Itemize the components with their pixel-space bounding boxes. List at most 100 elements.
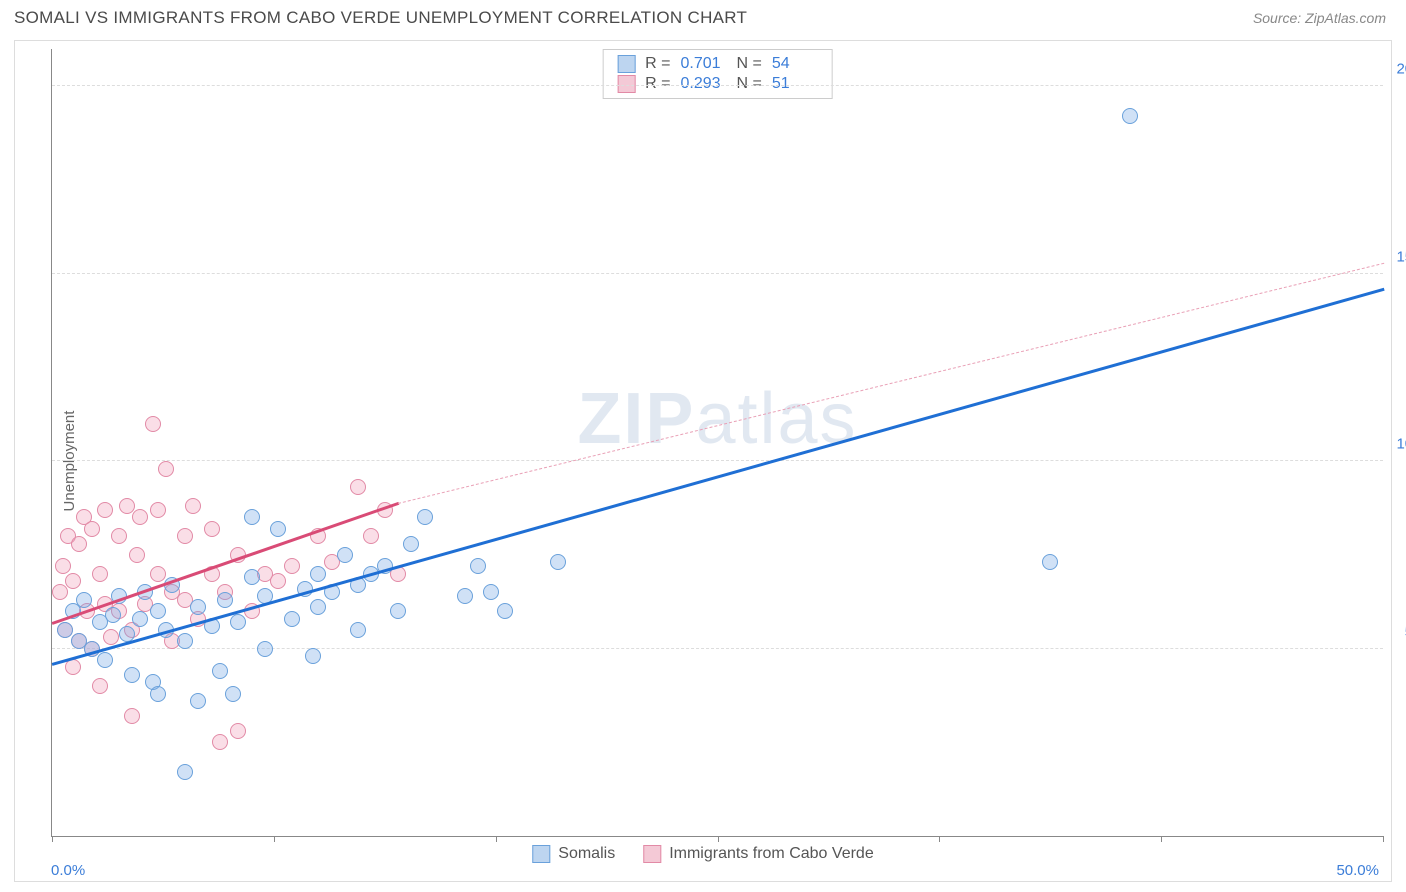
data-point: [177, 764, 193, 780]
data-point: [129, 547, 145, 563]
x-tick: [939, 836, 940, 842]
data-point: [212, 663, 228, 679]
data-point: [310, 599, 326, 615]
r-label: R =: [645, 75, 670, 93]
data-point: [497, 603, 513, 619]
x-tick: [718, 836, 719, 842]
chart-container: Unemployment ZIPatlas R = 0.701 N = 54 R…: [14, 40, 1392, 882]
legend-label-somalis: Somalis: [558, 845, 615, 863]
data-point: [65, 573, 81, 589]
legend-item-cabo-verde: Immigrants from Cabo Verde: [643, 845, 874, 863]
data-point: [177, 528, 193, 544]
swatch-cabo-verde: [617, 75, 635, 93]
x-tick: [496, 836, 497, 842]
data-point: [150, 686, 166, 702]
r-label: R =: [645, 55, 670, 73]
watermark-atlas: atlas: [695, 379, 857, 459]
chart-header: SOMALI VS IMMIGRANTS FROM CABO VERDE UNE…: [0, 0, 1406, 32]
watermark-zip: ZIP: [577, 379, 695, 459]
data-point: [284, 611, 300, 627]
data-point: [177, 633, 193, 649]
data-point: [158, 461, 174, 477]
n-label: N =: [737, 75, 762, 93]
swatch-somalis: [617, 55, 635, 73]
data-point: [225, 686, 241, 702]
legend-label-cabo-verde: Immigrants from Cabo Verde: [669, 845, 874, 863]
r-value-cabo-verde: 0.293: [681, 75, 727, 93]
data-point: [1122, 108, 1138, 124]
data-point: [150, 502, 166, 518]
legend-stats-row-somalis: R = 0.701 N = 54: [617, 54, 818, 74]
plot-area: ZIPatlas R = 0.701 N = 54 R = 0.293 N = …: [51, 49, 1383, 837]
data-point: [270, 573, 286, 589]
data-point: [363, 528, 379, 544]
data-point: [350, 479, 366, 495]
x-tick: [1161, 836, 1162, 842]
data-point: [105, 607, 121, 623]
data-point: [305, 648, 321, 664]
data-point: [483, 584, 499, 600]
data-point: [310, 566, 326, 582]
data-point: [417, 509, 433, 525]
data-point: [204, 521, 220, 537]
swatch-somalis: [532, 845, 550, 863]
x-tick: [1383, 836, 1384, 842]
r-value-somalis: 0.701: [681, 55, 727, 73]
data-point: [65, 659, 81, 675]
n-label: N =: [737, 55, 762, 73]
data-point: [71, 536, 87, 552]
data-point: [230, 723, 246, 739]
data-point: [185, 498, 201, 514]
data-point: [57, 622, 73, 638]
swatch-cabo-verde: [643, 845, 661, 863]
source-attribution: Source: ZipAtlas.com: [1253, 10, 1386, 26]
gridline: [52, 460, 1383, 461]
n-value-cabo-verde: 51: [772, 75, 818, 93]
trend-line: [398, 263, 1384, 504]
data-point: [550, 554, 566, 570]
data-point: [244, 569, 260, 585]
data-point: [244, 509, 260, 525]
data-point: [132, 509, 148, 525]
legend-stats-row-cabo-verde: R = 0.293 N = 51: [617, 74, 818, 94]
x-axis-min-label: 0.0%: [51, 862, 85, 879]
data-point: [217, 592, 233, 608]
y-tick-label: 10.0%: [1396, 436, 1406, 453]
data-point: [403, 536, 419, 552]
data-point: [350, 622, 366, 638]
data-point: [190, 693, 206, 709]
x-tick: [274, 836, 275, 842]
data-point: [190, 599, 206, 615]
data-point: [119, 498, 135, 514]
data-point: [52, 584, 68, 600]
data-point: [111, 528, 127, 544]
data-point: [1042, 554, 1058, 570]
data-point: [390, 603, 406, 619]
trend-line: [52, 288, 1385, 666]
data-point: [212, 734, 228, 750]
data-point: [257, 641, 273, 657]
y-tick-label: 15.0%: [1396, 248, 1406, 265]
gridline: [52, 648, 1383, 649]
data-point: [270, 521, 286, 537]
data-point: [55, 558, 71, 574]
n-value-somalis: 54: [772, 55, 818, 73]
gridline: [52, 273, 1383, 274]
legend-stats-box: R = 0.701 N = 54 R = 0.293 N = 51: [602, 49, 833, 99]
data-point: [76, 592, 92, 608]
x-tick: [52, 836, 53, 842]
data-point: [92, 566, 108, 582]
data-point: [124, 667, 140, 683]
data-point: [103, 629, 119, 645]
data-point: [150, 566, 166, 582]
data-point: [470, 558, 486, 574]
data-point: [124, 708, 140, 724]
data-point: [97, 502, 113, 518]
x-axis-max-label: 50.0%: [1336, 862, 1379, 879]
data-point: [84, 521, 100, 537]
y-tick-label: 20.0%: [1396, 61, 1406, 78]
data-point: [97, 652, 113, 668]
bottom-legend: Somalis Immigrants from Cabo Verde: [532, 845, 873, 863]
legend-item-somalis: Somalis: [532, 845, 615, 863]
data-point: [150, 603, 166, 619]
